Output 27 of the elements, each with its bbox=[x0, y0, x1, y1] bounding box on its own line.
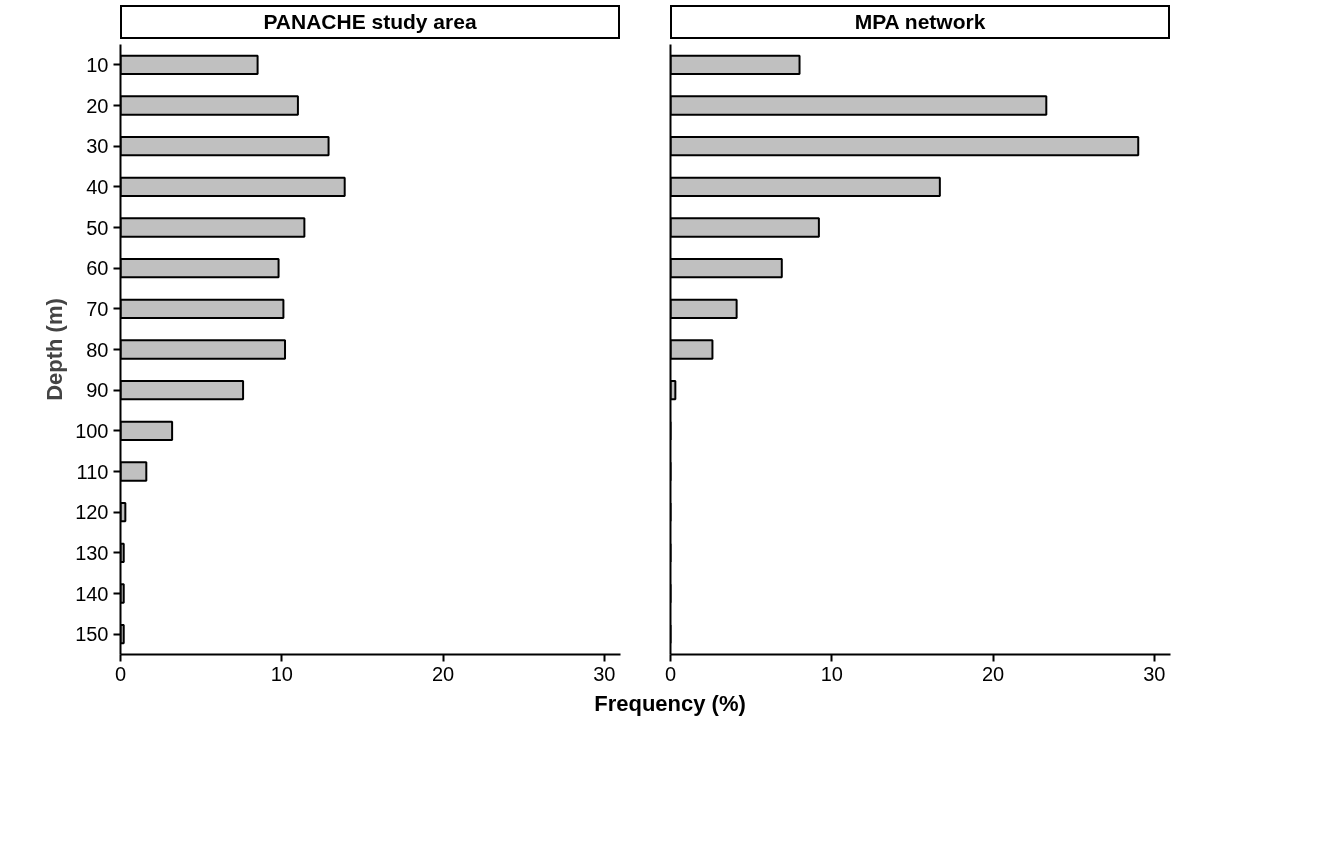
x-tick-label: 30 bbox=[1143, 662, 1166, 685]
x-tick-label: 10 bbox=[820, 662, 843, 685]
y-tick-label: 10 bbox=[86, 53, 109, 76]
y-tick-label: 90 bbox=[86, 379, 109, 402]
x-axis-title: Frequency (%) bbox=[594, 690, 746, 718]
x-tick-label: 20 bbox=[981, 662, 1005, 685]
y-tick-label: 50 bbox=[86, 216, 109, 239]
y-tick-label: 150 bbox=[75, 623, 109, 646]
chart-title: PANACHE study area bbox=[263, 9, 477, 35]
y-tick-label: 20 bbox=[86, 94, 109, 117]
y-tick-label: 120 bbox=[75, 501, 109, 524]
y-tick-label: 70 bbox=[86, 297, 109, 320]
y-tick-label: 30 bbox=[86, 135, 109, 158]
y-tick-label: 100 bbox=[75, 419, 109, 442]
y-tick-label: 60 bbox=[86, 257, 109, 280]
x-tick-label: 0 bbox=[664, 662, 677, 685]
x-tick-label: 0 bbox=[114, 662, 127, 685]
x-tick-label: 20 bbox=[431, 662, 455, 685]
y-tick-label: 40 bbox=[86, 175, 109, 198]
y-tick-label: 80 bbox=[86, 338, 109, 361]
y-tick-label: 140 bbox=[75, 582, 109, 605]
y-tick-label: 110 bbox=[76, 460, 109, 483]
y-tick-label: 130 bbox=[75, 541, 109, 564]
x-tick-label: 10 bbox=[270, 662, 293, 685]
x-tick-label: 30 bbox=[593, 662, 616, 685]
chart-title: MPA network bbox=[854, 9, 986, 35]
y-axis-title: Depth (m) bbox=[42, 298, 68, 401]
